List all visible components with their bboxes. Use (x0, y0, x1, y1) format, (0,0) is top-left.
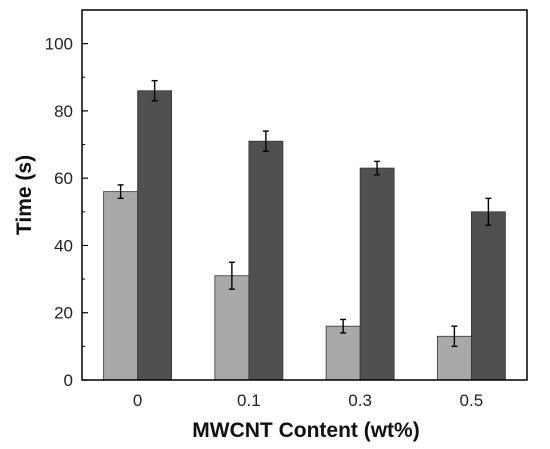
x-tick-label-0: 0 (133, 391, 142, 410)
y-tick-label-0: 0 (64, 371, 73, 390)
x-tick-label-2: 0.3 (348, 391, 372, 410)
bar-s0-1 (214, 275, 250, 381)
bar-s1-2 (359, 167, 395, 381)
x-tick-label-3: 0.5 (460, 391, 484, 410)
y-axis-title: Time (s) (13, 155, 36, 235)
x-tick-label-1: 0.1 (237, 391, 261, 410)
x-axis-title: MWCNT Content (wt%) (192, 419, 419, 442)
plot-frame (81, 9, 528, 381)
bar-s1-0 (137, 90, 173, 381)
y-tick-label-1: 20 (54, 304, 73, 323)
y-tick-label-3: 60 (54, 169, 73, 188)
x-axis: 0 0.1 0.3 0.5 (133, 391, 483, 410)
bar-s0-2 (325, 325, 361, 381)
y-axis: 0 20 40 60 80 100 (45, 35, 88, 390)
y-tick-label-5: 100 (45, 35, 73, 54)
bars-group (103, 90, 506, 381)
y-tick-label-4: 80 (54, 102, 73, 121)
y-tick-label-2: 40 (54, 236, 73, 255)
bar-s1-1 (248, 140, 284, 381)
bar-s1-3 (470, 211, 506, 381)
bar-s0-0 (103, 191, 139, 381)
error-bars-group (117, 79, 492, 348)
